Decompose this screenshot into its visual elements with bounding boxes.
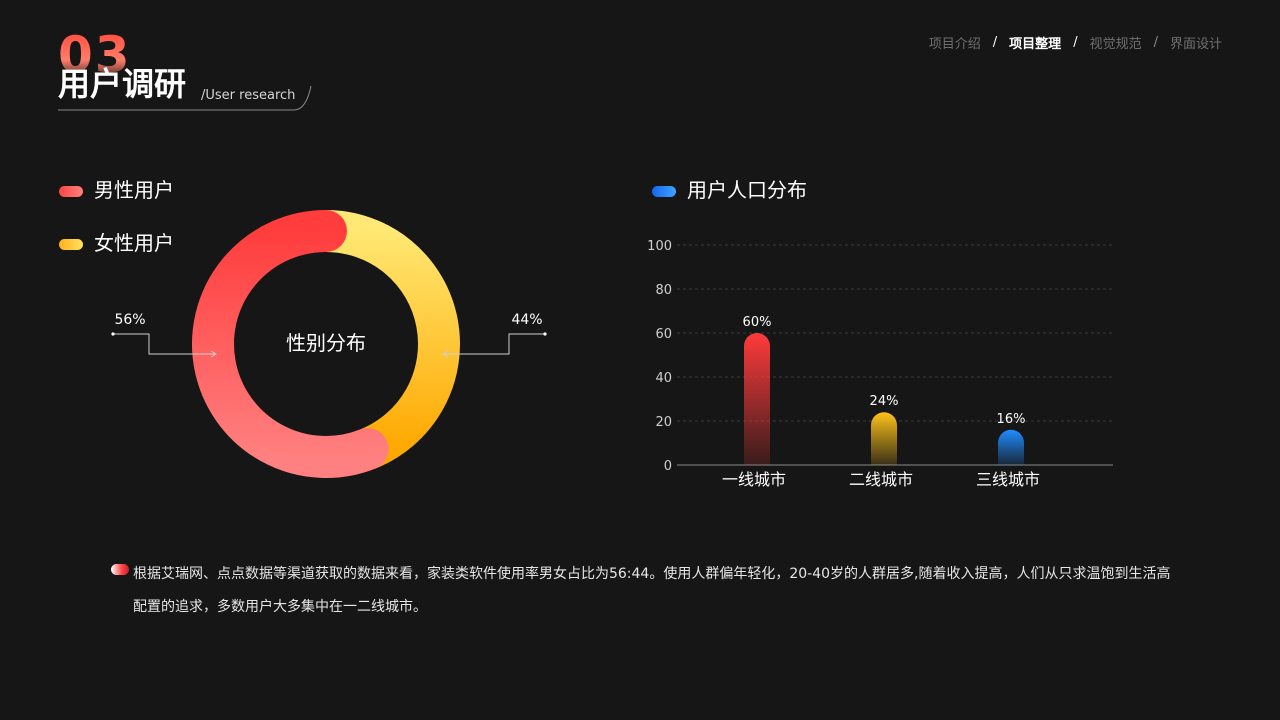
breadcrumb-separator: / <box>1153 35 1158 50</box>
bar-chart: 0 20 40 60 80 100 60% 24% 16% 一线城市 二线城市 三线城市 <box>647 239 1113 489</box>
x-tick-label: 一线城市 <box>722 470 786 489</box>
male-callout-arrow <box>210 350 217 358</box>
y-tick-label: 0 <box>664 459 672 474</box>
breadcrumb: 项目介绍 / 项目整理 / 视觉规范 / 界面设计 <box>929 33 1222 52</box>
breadcrumb-separator: / <box>1073 35 1078 50</box>
donut-slice-female <box>325 210 460 469</box>
page-subtitle: /User research <box>201 88 296 103</box>
bar-1 <box>744 333 770 465</box>
breadcrumb-item-ui-design[interactable]: 界面设计 <box>1169 37 1222 52</box>
female-percent-label: 44% <box>511 312 542 328</box>
x-tick-label: 三线城市 <box>976 470 1040 489</box>
y-tick-label: 20 <box>655 415 672 430</box>
bar-value-label: 24% <box>870 394 899 409</box>
note-bullet-icon <box>111 564 129 575</box>
y-tick-label: 100 <box>647 239 672 254</box>
legend-female-swatch <box>59 239 83 250</box>
donut-chart: 性别分布 56% 44% <box>111 210 547 478</box>
legend-female-label: 女性用户 <box>94 231 174 255</box>
donut-center-label: 性别分布 <box>286 331 366 355</box>
legend-male-label: 男性用户 <box>94 178 174 202</box>
title-underline <box>58 85 312 111</box>
section-number: 03 <box>58 26 132 84</box>
bar-chart-title: 用户人口分布 <box>687 178 807 202</box>
bar-value-label: 60% <box>743 315 772 330</box>
breadcrumb-item-organize[interactable]: 项目整理 <box>1009 37 1062 52</box>
breadcrumb-separator: / <box>992 35 998 50</box>
female-callout-dot <box>543 332 547 336</box>
female-callout-line <box>443 333 545 355</box>
bar-value-label: 16% <box>997 412 1026 427</box>
male-callout-line <box>113 333 216 355</box>
y-tick-label: 60 <box>655 327 672 342</box>
male-percent-label: 56% <box>114 312 145 328</box>
bar-title-swatch <box>652 186 676 197</box>
bar-3 <box>998 429 1024 465</box>
donut-slice-male <box>192 210 389 478</box>
breadcrumb-item-intro[interactable]: 项目介绍 <box>928 37 981 52</box>
research-note: 根据艾瑞网、点点数据等渠道获取的数据来看，家装类软件使用率男女占比为56:44。… <box>133 566 1171 615</box>
female-callout-arrow <box>442 350 449 358</box>
legend-male-swatch <box>59 186 83 197</box>
male-callout-dot <box>111 332 115 336</box>
breadcrumb-item-visual[interactable]: 视觉规范 <box>1089 37 1142 52</box>
page-title: 用户调研 <box>58 65 187 103</box>
x-tick-label: 二线城市 <box>849 470 913 489</box>
y-tick-label: 40 <box>655 371 672 386</box>
bar-2 <box>871 412 897 465</box>
y-tick-label: 80 <box>655 283 672 298</box>
